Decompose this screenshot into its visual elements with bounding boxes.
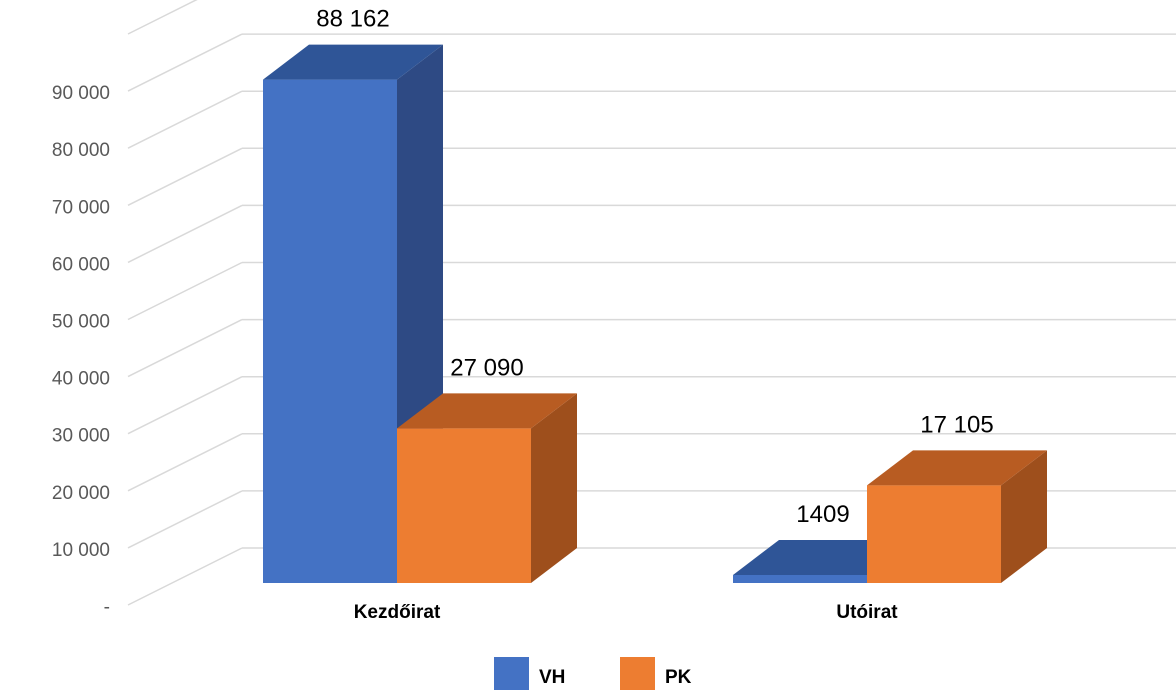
bar-front: [867, 485, 1001, 583]
bar-side: [531, 393, 577, 583]
gridline-diagonal: [127, 318, 243, 378]
y-axis-ticks: - 10 000 20 000 30 000 40 000 50 000 60 000 70 …: [52, 83, 110, 618]
y-tick-label: 10 000: [52, 540, 110, 561]
legend-label: VH: [539, 667, 565, 688]
legend-item-vh: VH: [494, 657, 565, 690]
category-label: Utóirat: [836, 602, 898, 623]
gridline-diagonal: [127, 547, 243, 606]
bar-front: [263, 79, 397, 584]
data-label: 17 105: [920, 411, 993, 438]
gridline-diagonal: [127, 147, 243, 206]
legend-label: PK: [665, 667, 692, 688]
data-label: 27 090: [450, 354, 523, 381]
gridline-diagonal: [127, 90, 243, 149]
legend-swatch: [620, 657, 655, 690]
gridline-diagonal: [127, 376, 243, 435]
bar-top: [263, 44, 443, 80]
bar-top: [397, 393, 577, 429]
y-tick-label: 30 000: [52, 426, 110, 447]
y-tick-label: 60 000: [52, 254, 110, 275]
y-tick-label: 50 000: [52, 312, 110, 333]
bars: [263, 44, 1047, 584]
category-label: Kezdőirat: [354, 602, 441, 623]
bar-front: [397, 428, 531, 583]
category-labels: Kezdőirat Utóirat: [354, 602, 899, 623]
y-tick-label: -: [104, 597, 110, 618]
data-labels: 88 162 27 090 1409 17 105: [316, 6, 993, 528]
legend: VH PK: [494, 657, 692, 690]
y-tick-label: 70 000: [52, 197, 110, 218]
gridline-diagonal: [127, 261, 243, 321]
gridline-diagonal: [127, 0, 198, 35]
gridline-diagonal: [127, 204, 243, 264]
bar-side: [1001, 450, 1047, 583]
y-tick-label: 90 000: [52, 83, 110, 104]
data-label: 88 162: [316, 6, 389, 33]
gridline-diagonal: [127, 490, 243, 549]
y-tick-label: 80 000: [52, 140, 110, 161]
y-tick-label: 40 000: [52, 369, 110, 390]
gridline-diagonal: [127, 433, 243, 492]
bar-pk-kezdoirat: [397, 393, 577, 583]
bar-top: [867, 450, 1047, 486]
gridline-diagonal: [127, 33, 243, 92]
bar-front: [733, 574, 867, 583]
legend-swatch: [494, 657, 529, 690]
y-tick-label: 20 000: [52, 483, 110, 504]
data-label: 1409: [796, 501, 849, 528]
legend-item-pk: PK: [620, 657, 692, 690]
bar-pk-utoirat: [867, 450, 1047, 583]
